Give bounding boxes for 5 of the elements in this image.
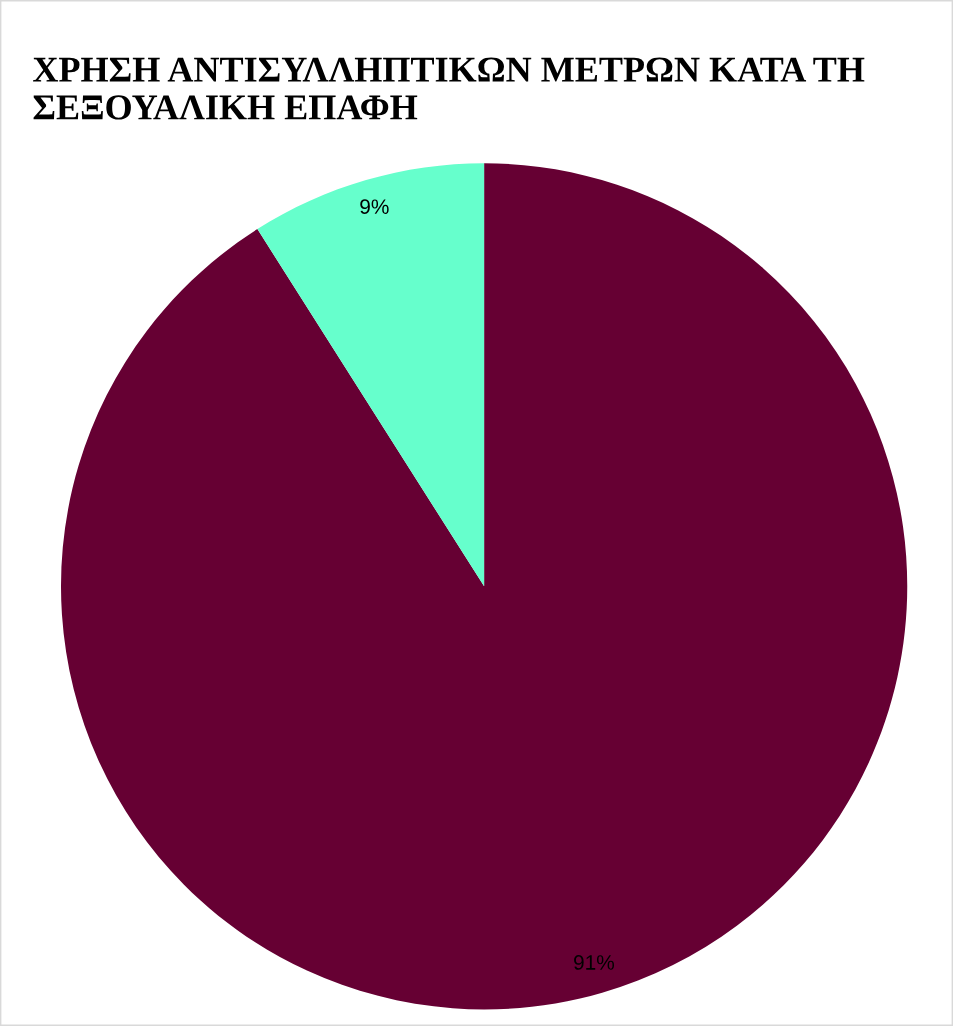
data-label: 9% [360, 199, 389, 215]
chart-title: ΧΡΗΣΗ ΑΝΤΙΣΥΛΛΗΠΤΙΚΩΝ ΜΕΤΡΩΝ ΚΑΤΑ ΤΗ ΣΕΞΟΥΑΛΙΚΗ ΕΠΑΦΗ [33, 57, 865, 120]
pie-slice [61, 163, 908, 1010]
data-label: 91% [574, 955, 615, 970]
pie-slice [257, 163, 485, 587]
